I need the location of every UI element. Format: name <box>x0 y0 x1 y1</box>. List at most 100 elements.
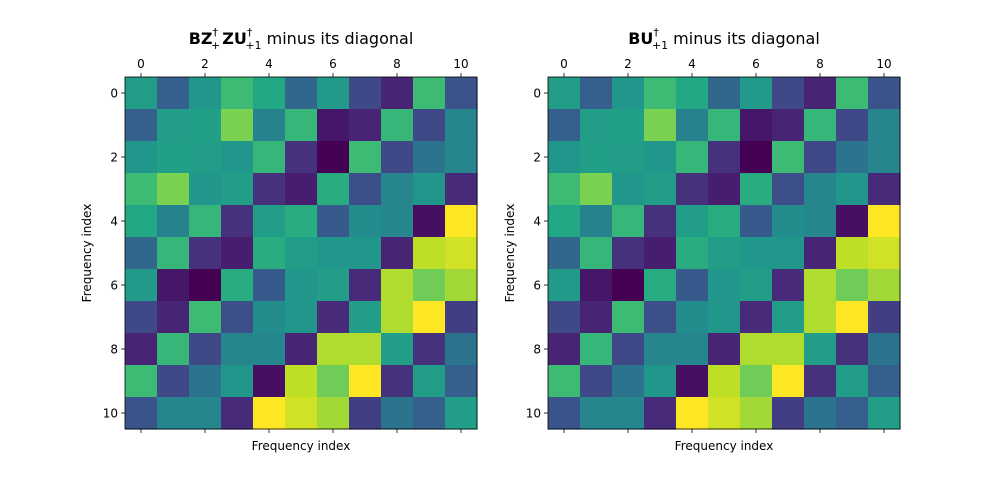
heatmap-cell <box>836 333 869 366</box>
heatmap-cell <box>285 173 318 206</box>
heatmap-cell <box>349 205 382 238</box>
heatmap-cell <box>772 397 805 430</box>
heatmap-cell <box>157 333 190 366</box>
heatmap-cell <box>580 365 613 398</box>
heatmap-cell <box>548 365 581 398</box>
heatmap-cell <box>157 301 190 334</box>
heatmap-cell <box>189 237 222 270</box>
x-axis-label: Frequency index <box>252 439 351 453</box>
heatmap-cell <box>804 109 837 142</box>
heatmap-cell <box>413 173 446 206</box>
heatmap-cell <box>644 333 677 366</box>
heatmap-cell <box>445 365 478 398</box>
title-segment: +1 <box>245 39 261 52</box>
y-tick-label: 2 <box>533 151 541 165</box>
heatmap-cell <box>804 141 837 174</box>
heatmap-cell <box>772 77 805 110</box>
heatmap-cell <box>804 333 837 366</box>
heatmap-cell <box>804 365 837 398</box>
heatmap-cell <box>381 301 414 334</box>
heatmap-cell <box>868 109 901 142</box>
heatmap-cell <box>189 301 222 334</box>
heatmap-cell <box>349 397 382 430</box>
heatmap-cell <box>580 237 613 270</box>
heatmap-cell <box>868 333 901 366</box>
heatmap-cell <box>221 205 254 238</box>
heatmap-cell <box>772 269 805 302</box>
heatmap-cell <box>644 397 677 430</box>
x-tick-label: 10 <box>453 57 468 71</box>
heatmap-cell <box>644 173 677 206</box>
heatmap-cell <box>253 301 286 334</box>
heatmap-cell <box>740 269 773 302</box>
heatmap-cell <box>772 205 805 238</box>
heatmap-cell <box>868 141 901 174</box>
heatmap-cell <box>221 365 254 398</box>
heatmap-cell <box>221 77 254 110</box>
heatmap-cell <box>445 301 478 334</box>
heatmap-panel-left: 0 2 4 6 8 10 0 2 4 6 8 10 Frequency index Frequency i… <box>80 26 478 453</box>
heatmap-cell <box>548 141 581 174</box>
heatmap-cell <box>708 173 741 206</box>
heatmap-cell <box>445 77 478 110</box>
heatmap-cell <box>868 237 901 270</box>
heatmap-cell <box>676 109 709 142</box>
y-axis-label: Frequency index <box>503 204 517 303</box>
heatmap-cell <box>740 77 773 110</box>
heatmap-cell <box>772 109 805 142</box>
heatmap-cell <box>413 365 446 398</box>
heatmap-cell <box>548 269 581 302</box>
heatmap-cell <box>317 173 350 206</box>
title-segment: + <box>211 39 220 52</box>
heatmap-cell <box>612 365 645 398</box>
title-segment: BU <box>628 29 653 48</box>
x-tick-label: 4 <box>265 57 273 71</box>
title-left: BZ† + ZU† +1 minus its diagonal <box>189 26 414 52</box>
title-right: BU† +1 minus its diagonal <box>628 26 820 52</box>
heatmap-cell <box>644 269 677 302</box>
heatmap-cell <box>285 141 318 174</box>
heatmap-cell <box>836 141 869 174</box>
heatmap-cell <box>580 77 613 110</box>
heatmap-cell <box>676 77 709 110</box>
heatmap-cell <box>644 205 677 238</box>
heatmap-cell <box>413 205 446 238</box>
heatmap-cell <box>285 365 318 398</box>
heatmap-cell <box>157 269 190 302</box>
heatmap-cell <box>253 269 286 302</box>
heatmap-cell <box>381 77 414 110</box>
heatmap-cell <box>317 109 350 142</box>
heatmap-cell <box>804 173 837 206</box>
heatmap-cell <box>676 397 709 430</box>
heatmap-cell <box>189 77 222 110</box>
heatmap-cell <box>413 109 446 142</box>
heatmap-cell <box>676 237 709 270</box>
heatmap-cell <box>804 397 837 430</box>
heatmap-cell <box>317 269 350 302</box>
title-segment: † <box>653 26 659 39</box>
heatmap-cell <box>708 237 741 270</box>
heatmap-cell <box>189 141 222 174</box>
heatmap-cell <box>836 269 869 302</box>
title-segment: † <box>247 26 253 39</box>
heatmap-cell <box>125 301 158 334</box>
x-tick-label: 0 <box>560 57 568 71</box>
x-tick-label: 10 <box>876 57 891 71</box>
heatmap-cell <box>349 237 382 270</box>
y-tick-label: 0 <box>533 87 541 101</box>
heatmap-cell <box>349 109 382 142</box>
heatmap-cell <box>836 109 869 142</box>
heatmap-cell <box>189 269 222 302</box>
heatmap-cell <box>221 141 254 174</box>
title-segment: minus its diagonal <box>668 29 820 48</box>
heatmap-cell <box>381 141 414 174</box>
heatmap-cell <box>548 397 581 430</box>
heatmap-cell <box>381 109 414 142</box>
heatmap-cell <box>868 365 901 398</box>
heatmap-cell <box>868 269 901 302</box>
axes-frame <box>547 76 901 430</box>
heatmap-cell <box>157 205 190 238</box>
axes-frame <box>124 76 478 430</box>
heatmap-cell <box>868 397 901 430</box>
heatmap-cell <box>772 301 805 334</box>
